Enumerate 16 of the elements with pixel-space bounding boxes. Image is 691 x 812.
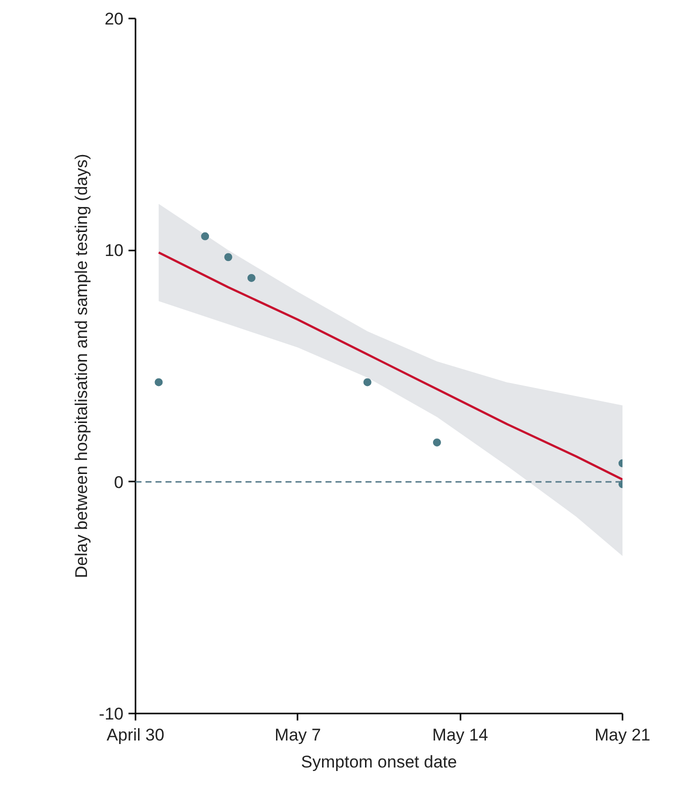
point (201, 232, 210, 240)
point (247, 274, 256, 282)
y-tick-label: -10 (98, 704, 124, 724)
x-tick-label: April 30 (106, 726, 164, 744)
point (363, 378, 372, 386)
y-tick-label: 0 (114, 472, 124, 492)
point (432, 438, 441, 446)
y-axis-title: Delay between hospitalisation and sample testing (days) (72, 154, 91, 578)
x-axis-title: Symptom onset date (301, 752, 457, 772)
x-tick-label: May 7 (274, 726, 321, 744)
y-tick-label: 20 (104, 10, 124, 28)
x-tick-label: May 14 (432, 726, 488, 744)
y-tick-label: 10 (104, 241, 124, 260)
point (154, 378, 163, 386)
x-tick-label: May 21 (594, 726, 650, 744)
point (224, 253, 232, 262)
